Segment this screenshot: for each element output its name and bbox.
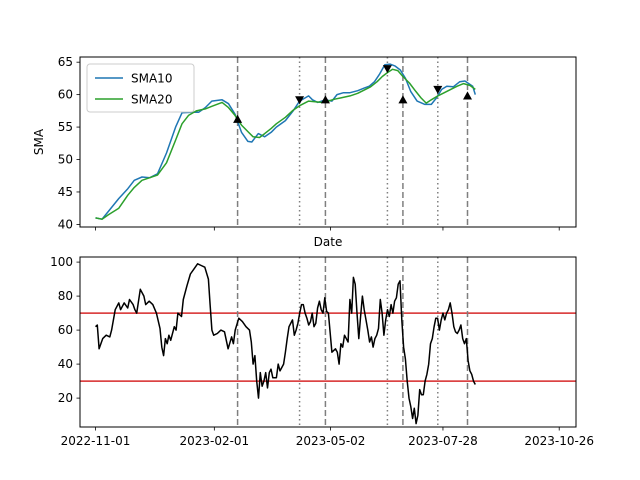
signal-marker-3 [320, 95, 330, 104]
ytick-label: 80 [58, 289, 73, 303]
xtick-label: 2023-10-26 [524, 434, 594, 448]
x-axis-label: Date [314, 235, 343, 249]
xtick-label: 2023-07-28 [408, 434, 478, 448]
signal-marker-7 [463, 91, 472, 100]
signal-marker-4 [382, 65, 392, 74]
ytick-label: 40 [58, 217, 73, 231]
ytick-label: 40 [58, 357, 73, 371]
ytick-label: 60 [58, 323, 73, 337]
xtick-label: 2023-02-01 [179, 434, 249, 448]
ytick-label: 60 [58, 88, 73, 102]
axes-frame [79, 56, 577, 228]
legend-label-sma20: SMA20 [131, 93, 172, 107]
signal-marker-2 [295, 96, 305, 105]
ytick-label: 100 [50, 255, 73, 269]
ytick-label: 50 [58, 153, 73, 167]
sma20-line [95, 68, 476, 220]
ytick-label: 55 [58, 120, 73, 134]
y-axis-label: SMA [32, 128, 46, 155]
signal-marker-1 [233, 114, 243, 123]
axes-frame [79, 256, 577, 428]
signal-marker-6 [433, 85, 443, 94]
ytick-label: 45 [58, 185, 73, 199]
legend-box [86, 63, 195, 113]
plot-area [95, 57, 477, 227]
ytick-label: 65 [58, 55, 73, 69]
xtick-label: 2023-05-02 [296, 434, 366, 448]
legend-label-sma10: SMA10 [131, 72, 172, 86]
ytick-label: 20 [58, 391, 73, 405]
sma-panel: 40 45 50 55 60 65 Date SMA SMA10 SMA20 [32, 55, 577, 249]
rsi-panel: 20 40 60 80 100 2022-11-01 2023-02-01 2023-05-0… [50, 255, 594, 448]
xtick-label: 2022-11-01 [61, 434, 131, 448]
sma10-line [95, 63, 477, 220]
plot-area [80, 257, 576, 427]
signal-marker-5 [398, 95, 408, 104]
rsi-line [94, 263, 476, 425]
